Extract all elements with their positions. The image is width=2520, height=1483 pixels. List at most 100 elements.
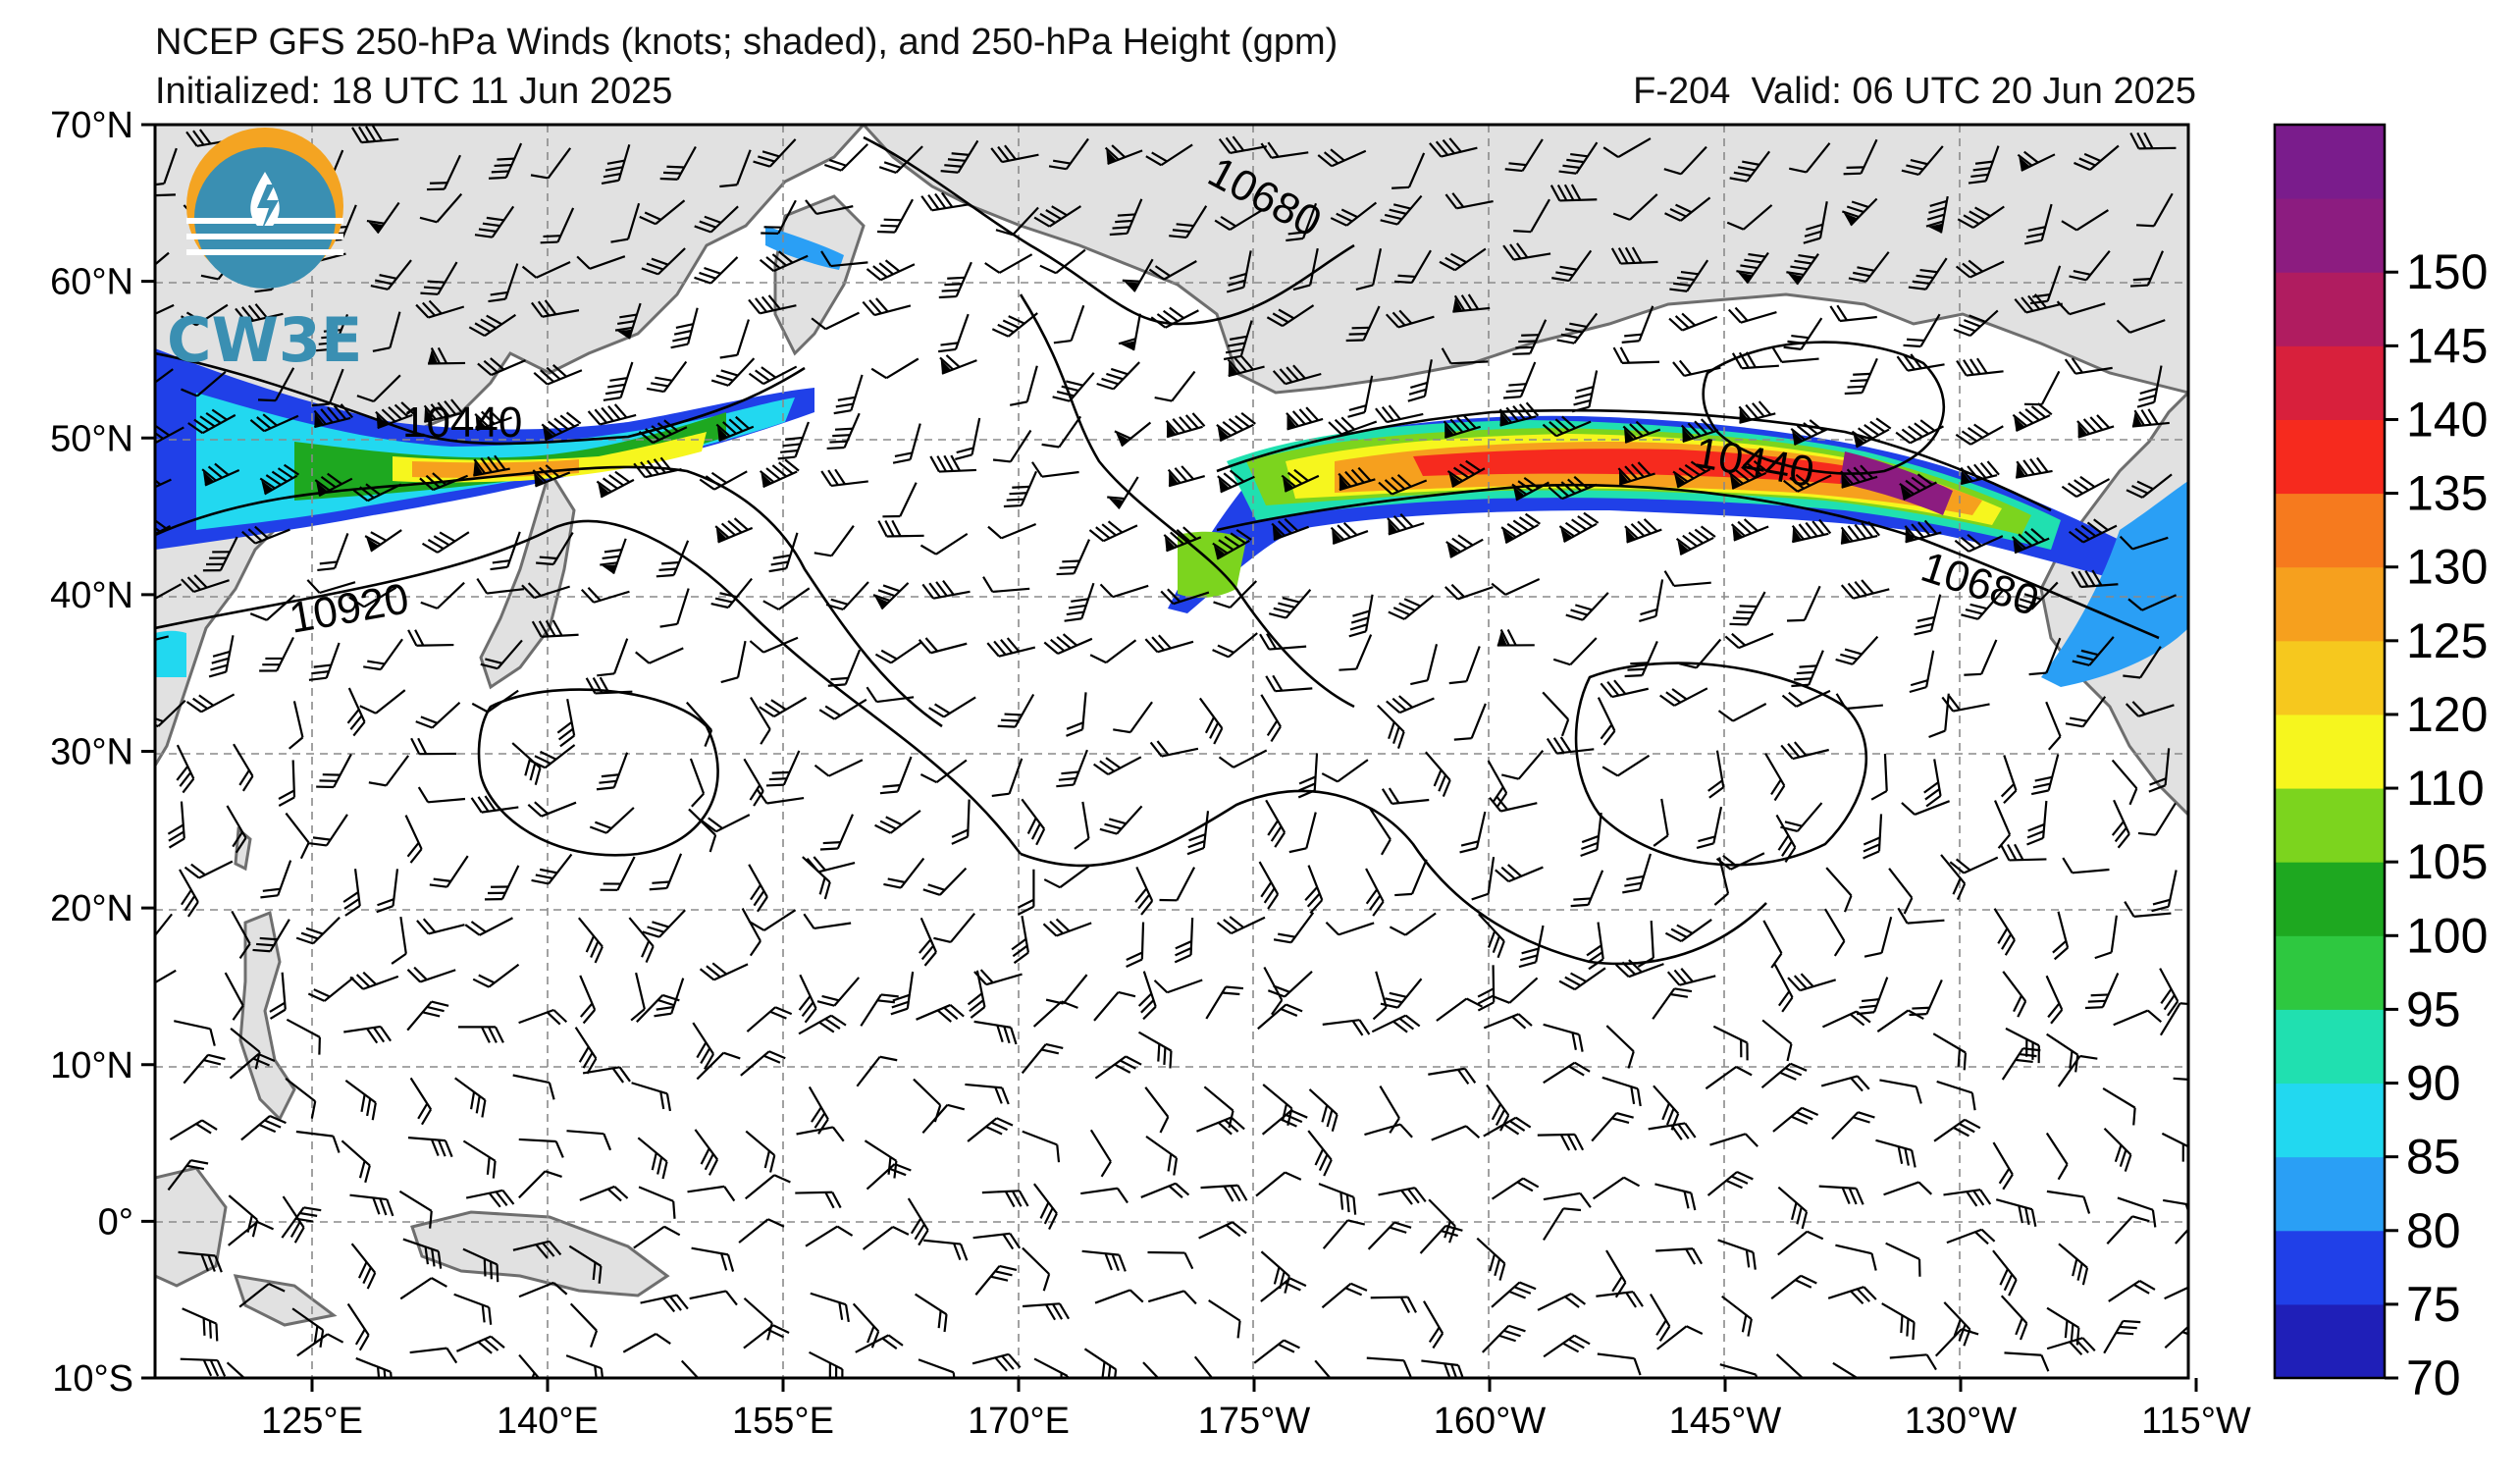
wind-barb (856, 1055, 898, 1087)
wind-barb (1048, 137, 1089, 171)
wind-barb (453, 1293, 493, 1325)
wind-barb (670, 307, 699, 349)
wind-barb (363, 638, 403, 671)
wind-barb (2061, 209, 2109, 232)
wind-barb (939, 354, 977, 375)
wind-barb (179, 869, 199, 918)
wind-barb (252, 919, 290, 953)
wind-barb (1369, 807, 1391, 856)
colorbar-label: 125 (2406, 613, 2488, 668)
colorbar-segment (2275, 862, 2385, 936)
wind-barb (370, 259, 412, 291)
wind-barb (518, 1353, 545, 1378)
wind-barb (635, 647, 684, 664)
wind-barb (579, 1185, 629, 1202)
wind-barb (155, 472, 172, 497)
wind-barb (2102, 1087, 2136, 1126)
lat-tick-label: 70°N (50, 105, 133, 146)
wind-barb (1066, 692, 1087, 737)
wind-barb (1622, 420, 1661, 444)
colorbar-label: 95 (2406, 981, 2461, 1036)
wind-barb (285, 812, 310, 860)
wind-barb (1726, 204, 1773, 231)
wind-barb (533, 364, 583, 386)
wind-barb (928, 696, 976, 718)
wind-barb (530, 147, 572, 180)
wind-barb (407, 629, 454, 647)
wind-barb (316, 313, 349, 352)
wind-barb (1730, 518, 1769, 542)
lat-tick-label: 40°N (50, 575, 133, 616)
wind-barb (827, 649, 862, 687)
wind-barb (1453, 703, 1487, 741)
wind-barb (2015, 456, 2053, 479)
wind-barb (710, 577, 753, 609)
wind-barb (955, 417, 981, 460)
wind-barb (1271, 517, 1309, 541)
wind-barb (798, 974, 817, 1024)
wind-barb (426, 154, 461, 191)
wind-barb (1895, 419, 1944, 445)
wind-barb (181, 574, 230, 594)
wind-barb (473, 454, 510, 477)
wind-barb (1605, 1249, 1627, 1298)
wind-barb (1366, 1356, 1412, 1378)
wind-barb (311, 368, 344, 407)
wind-barb (628, 917, 655, 964)
wind-barb (2148, 748, 2171, 793)
wind-barb (1163, 526, 1202, 553)
wind-barb (368, 755, 410, 787)
contour-north-low (863, 135, 1355, 326)
wind-barb (1446, 459, 1486, 488)
wind-barb (155, 303, 175, 322)
wind-barb (1597, 697, 1616, 746)
wind-barb (1377, 704, 1405, 749)
wind-barb (410, 737, 457, 756)
wind-barb (1738, 400, 1776, 424)
wind-barb (415, 299, 465, 319)
wind-barb (2056, 300, 2106, 316)
wind-barb (876, 198, 914, 234)
wind-barb (1386, 695, 1435, 715)
wind-barb (1448, 646, 1481, 685)
forecast-hour: F-204 (1633, 71, 1731, 112)
wind-barb (1021, 798, 1046, 846)
wind-barb (1558, 141, 1599, 175)
wind-barb (768, 532, 799, 573)
wind-barb (2062, 857, 2110, 874)
lightning-icon (257, 185, 279, 232)
wind-barb (349, 1193, 394, 1217)
wind-barb (1835, 635, 1879, 665)
wind-barb (1612, 193, 1658, 221)
wind-barb (2137, 802, 2177, 836)
wind-barb (278, 760, 296, 807)
wind-barb (1870, 753, 1888, 801)
colorbar-segment (2275, 1083, 2385, 1158)
wind-barb (155, 516, 172, 545)
wind-barb (417, 786, 466, 804)
wind-barb (409, 1347, 458, 1364)
wind-barb (687, 1185, 736, 1202)
wind-barb (406, 966, 456, 983)
wind-barb (2068, 518, 2118, 544)
wind-barb (1041, 415, 1082, 449)
wind-barb (2028, 637, 2062, 676)
wind-barb (224, 972, 244, 1021)
wind-barb (981, 1190, 1029, 1208)
wind-barb (759, 696, 808, 717)
wind-barb (295, 916, 341, 945)
wind-barb (1881, 1302, 1916, 1341)
wind-barb (2119, 535, 2169, 551)
wind-barb (866, 1163, 912, 1191)
wind-barb (2127, 594, 2178, 611)
wind-barb (1843, 138, 1878, 176)
wind-barb (238, 1283, 286, 1308)
colorbar-label: 100 (2406, 908, 2488, 963)
wind-barb (2000, 843, 2047, 862)
wind-barb (1081, 1249, 1127, 1272)
wind-barb (973, 969, 1023, 986)
wind-barb (1818, 1185, 1864, 1205)
wind-barb (1355, 248, 1383, 291)
wind-barb (614, 302, 642, 340)
wind-barb (685, 701, 713, 747)
